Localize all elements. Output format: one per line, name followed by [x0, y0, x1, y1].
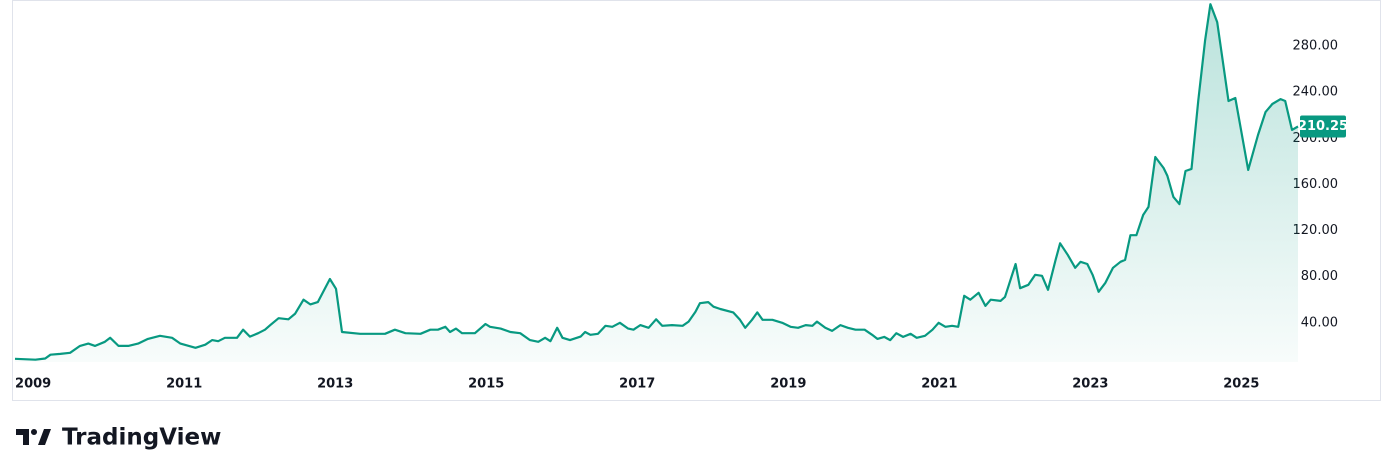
logo-icon [16, 429, 51, 445]
x-tick-label: 2013 [317, 377, 353, 392]
chart-frame [12, 0, 1381, 401]
y-tick-label: 280.00 [1293, 39, 1339, 54]
x-tick-label: 2019 [770, 377, 806, 392]
y-tick-label: 240.00 [1293, 85, 1339, 100]
price-line [14, 3, 1299, 361]
area-fill [15, 4, 1298, 362]
x-tick-label: 2021 [921, 377, 957, 392]
y-tick-label: 80.00 [1301, 269, 1338, 284]
brand-name: TradingView [62, 425, 221, 451]
x-tick-label: 2023 [1072, 377, 1108, 392]
price-tag-label: 210.25 [1298, 119, 1348, 134]
y-tick-label: 160.00 [1293, 177, 1339, 192]
y-tick-label: 40.00 [1301, 315, 1338, 330]
x-tick-label: 2015 [468, 377, 504, 392]
x-tick-label: 2009 [15, 377, 51, 392]
y-tick-label: 120.00 [1293, 223, 1339, 238]
x-tick-label: 2017 [619, 377, 655, 392]
x-tick-label: 2011 [166, 377, 202, 392]
price-tag [1300, 115, 1346, 138]
x-tick-label: 2025 [1223, 377, 1259, 392]
brand-logo: TradingView [16, 425, 221, 451]
